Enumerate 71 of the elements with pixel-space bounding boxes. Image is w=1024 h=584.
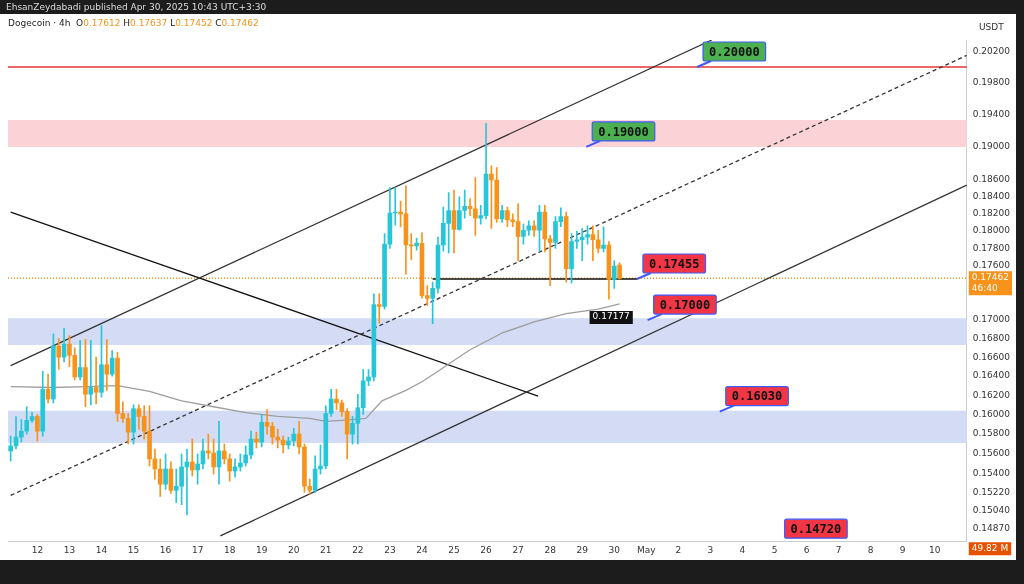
x-tick-label: 25 (448, 544, 460, 555)
y-tick-label: 0.15400 (972, 468, 1011, 479)
x-tick-label: 4 (739, 544, 746, 555)
y-tick-label: 0.15800 (972, 428, 1011, 439)
y-axis-title: USDT (979, 22, 1005, 33)
y-tick-label: 0.16200 (972, 389, 1011, 400)
x-tick-label: 29 (576, 544, 589, 555)
x-tick-label: 5 (771, 544, 778, 555)
y-tick-label: 0.15040 (972, 505, 1011, 516)
y-tick-label: 0.19800 (972, 77, 1011, 88)
x-tick-label: 9 (899, 544, 906, 555)
y-tick-label: 0.14870 (972, 522, 1011, 533)
x-tick-label: 22 (352, 544, 364, 555)
data-label: 0.17177 (592, 311, 630, 322)
annotation: 0.14720 (790, 521, 842, 536)
candlestick (189, 438, 195, 477)
text: EhsanZeydabadi published Apr 30, 2025 10:43 UTC+3:30 (5, 1, 268, 14)
x-tick-label: 12 (31, 544, 44, 555)
ref-line-label: 0.17462 46:40 (971, 271, 1009, 293)
x-tick-label: 26 (480, 544, 493, 555)
candlestick (579, 228, 585, 262)
x-tick-label: 7 (835, 544, 842, 555)
x-tick-label: 18 (223, 544, 236, 555)
x-tick-label: 14 (95, 544, 108, 555)
x-tick-label: 28 (544, 544, 557, 555)
y-tick-label: 0.16800 (972, 332, 1011, 343)
candlestick (104, 339, 110, 391)
y-tick-label: 0.18200 (972, 208, 1011, 219)
y-tick-label: 0.20200 (972, 45, 1011, 56)
y-tick-label: 0.17800 (972, 242, 1011, 253)
x-tick-label: 17 (191, 544, 204, 555)
annotation: 0.20000 (709, 44, 760, 59)
x-tick-label: 16 (159, 544, 172, 555)
annotation: 0.17000 (659, 297, 711, 312)
y-tick-label: 0.18600 (972, 174, 1011, 185)
x-tick-label: 6 (803, 544, 810, 555)
y-tick-label: 0.18000 (972, 225, 1011, 236)
candlestick (88, 340, 94, 406)
y-tick-label: 0.17600 (972, 260, 1011, 271)
y-tick-label: 0.17000 (972, 314, 1011, 325)
x-tick-label: 8 (867, 544, 874, 555)
x-tick-label: 15 (127, 544, 140, 555)
candlestick (93, 356, 99, 405)
x-tick-label: 19 (255, 544, 268, 555)
x-tick-label: 10 (929, 544, 941, 555)
x-tick-label: 30 (608, 544, 621, 555)
y-tick-label: 0.19000 (972, 141, 1011, 152)
candlestick (376, 293, 382, 324)
y-tick-label: 0.15600 (972, 448, 1011, 459)
chart-title: Dogecoin · 4h (8, 18, 72, 28)
x-tick-label: 23 (384, 544, 396, 555)
x-tick-label: 21 (320, 544, 332, 555)
y-tick-label: 0.16600 (972, 351, 1011, 362)
annotation: 0.17455 (648, 256, 700, 271)
y-tick-label: 0.18400 (972, 191, 1011, 202)
y-tick-label: 0.16000 (972, 408, 1011, 419)
x-tick-label: 2 (675, 544, 682, 555)
x-tick-label: 13 (63, 544, 76, 555)
annotation: 0.16030 (731, 389, 783, 404)
x-tick-label: 3 (707, 544, 714, 555)
annotation: 0.19000 (598, 124, 649, 139)
x-tick-label: 20 (288, 544, 300, 555)
y-tick-label: 0.16400 (972, 370, 1011, 381)
y-tick-label: 0.19400 (972, 108, 1011, 119)
y-tick-label: 0.15220 (972, 486, 1011, 497)
x-tick-label: May (636, 544, 657, 555)
chart-subtitle: O0.17612 H0.17637 L0.17452 C0.17462 (76, 18, 259, 28)
candlestick (8, 435, 13, 462)
x-tick-label: 27 (512, 544, 524, 555)
text: 49.82 M (971, 542, 1009, 553)
x-tick-label: 24 (416, 544, 428, 555)
